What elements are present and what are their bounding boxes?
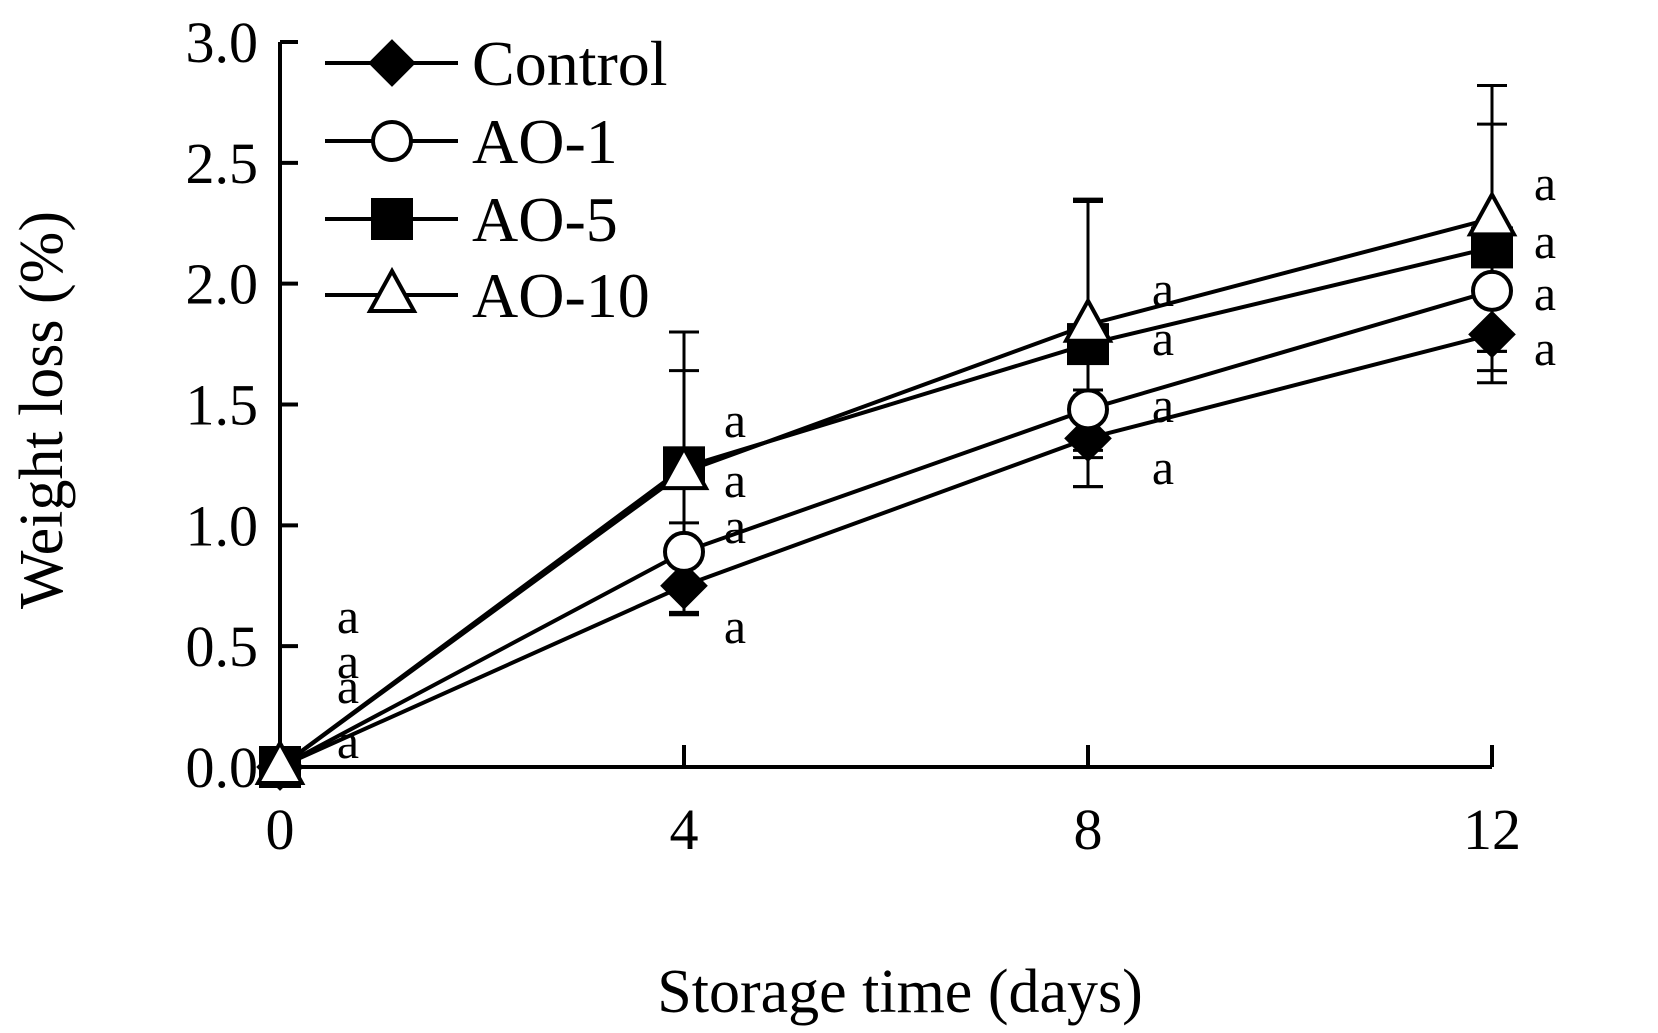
x-tick-label: 0 [266, 797, 295, 862]
data-point-control [660, 561, 708, 610]
axes: 0.0 0.5 1.0 1.5 2.0 2.5 3.0 0 4 8 12 [186, 10, 1522, 862]
data-point-ao-1 [1471, 269, 1513, 312]
significance-label: a [724, 598, 746, 654]
x-tick-label: 8 [1074, 797, 1103, 862]
series-line-ao-10 [278, 216, 1493, 769]
x-tick-label: 4 [670, 797, 699, 862]
y-tick-label: 1.0 [186, 493, 259, 558]
significance-label: a [1534, 320, 1556, 376]
legend-marker-control [368, 39, 416, 87]
significance-label: a [1152, 439, 1174, 495]
y-tick-label: 3.0 [186, 10, 259, 75]
significance-label: a [1534, 155, 1556, 211]
legend-marker-ao-10 [366, 266, 418, 313]
significance-label: a [724, 392, 746, 448]
significance-label: a [337, 588, 359, 644]
series-lines [278, 216, 1493, 769]
significance-label: a [1534, 265, 1556, 321]
series-markers [254, 190, 1518, 791]
legend-marker-ao-1 [371, 120, 413, 162]
data-point-ao-10 [1466, 190, 1518, 237]
x-tick-label: 12 [1463, 797, 1521, 862]
series-line-control [279, 332, 1493, 769]
series-line-ao-1 [279, 288, 1493, 769]
y-tick-label: 0.5 [186, 614, 259, 679]
significance-label: a [724, 498, 746, 554]
significance-label: a [1534, 213, 1556, 269]
significance-label: a [1152, 310, 1174, 366]
y-tick-label: 0.0 [186, 735, 259, 800]
data-point-ao-10 [1062, 296, 1114, 343]
significance-label: a [337, 658, 359, 714]
series-line-ao-5 [278, 245, 1493, 769]
legend-label-ao-1: AO-1 [472, 106, 618, 177]
legend-marker-ao-5 [371, 198, 413, 240]
data-point-ao-1 [1067, 388, 1109, 431]
data-point-control [1064, 414, 1112, 463]
y-tick-label: 2.0 [186, 252, 259, 317]
significance-label: a [1152, 377, 1174, 433]
data-point-control [1468, 310, 1516, 359]
legend-label-control: Control [472, 28, 668, 99]
data-point-ao-10 [254, 738, 306, 785]
y-tick-label: 1.5 [186, 373, 259, 438]
legend-label-ao-10: AO-10 [472, 260, 650, 331]
data-point-ao-10 [658, 444, 710, 491]
x-axis-title: Storage time (days) [657, 958, 1143, 1026]
significance-label: a [1152, 261, 1174, 317]
y-tick-label: 2.5 [186, 131, 259, 196]
significance-label: a [724, 452, 746, 508]
y-axis-title: Weight loss (%) [8, 211, 76, 609]
legend-label-ao-5: AO-5 [472, 184, 618, 255]
significance-label: a [337, 633, 359, 689]
significance-label: a [337, 713, 359, 769]
data-point-ao-1 [663, 530, 705, 573]
